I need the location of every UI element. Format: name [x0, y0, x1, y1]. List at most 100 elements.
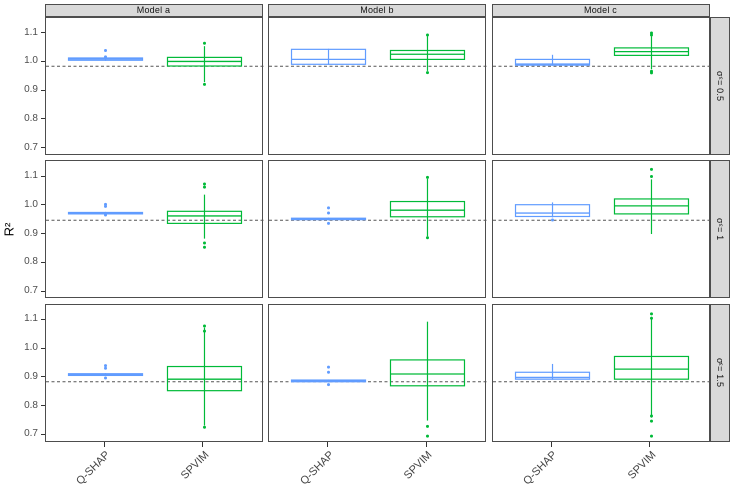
y-tick-label: 0.7 [24, 428, 38, 440]
y-tick-label: 0.9 [24, 227, 38, 239]
facet-col-strip: Model b [268, 3, 486, 17]
boxplot-q-shap [290, 206, 367, 226]
y-tick-label: 0.9 [24, 370, 38, 382]
y-tick-mark [40, 405, 45, 407]
y-tick-mark [40, 175, 45, 177]
boxplot-spvim [166, 324, 242, 429]
y-tick-mark [40, 233, 45, 235]
x-tick-label: SPVIM [178, 448, 212, 482]
boxplot-spvim [613, 31, 689, 75]
box-iqr [290, 48, 367, 65]
facet-panel-model-b-row1 [268, 160, 487, 299]
outlier-point [425, 236, 429, 240]
boxplot-spvim [166, 182, 242, 250]
panel-canvas [492, 168, 711, 235]
boxplot-spvim [166, 41, 242, 86]
outlier-point [649, 316, 653, 320]
outlier-point [327, 365, 331, 369]
outlier-point [103, 205, 107, 209]
y-tick-label: 0.7 [24, 141, 38, 153]
y-tick-label: 1.0 [24, 342, 38, 354]
box-iqr [389, 358, 466, 386]
y-tick-mark [40, 347, 45, 349]
outlier-point [425, 176, 429, 180]
boxplot-q-shap [514, 202, 590, 222]
panel-canvas [492, 31, 711, 75]
y-tick-mark [40, 60, 45, 62]
box-iqr [166, 211, 242, 225]
sigma-symbol: σ [714, 357, 725, 364]
sigma-value: = 0.5 [714, 79, 725, 101]
outlier-point [103, 48, 107, 52]
facet-panel-model-a-row0 [44, 17, 264, 155]
y-tick-mark [40, 32, 45, 34]
y-tick-label: 1.1 [24, 313, 38, 325]
outlier-point [649, 419, 653, 423]
x-tick-label: Q-SHAP [297, 448, 336, 487]
panel-canvas [269, 33, 487, 75]
y-tick-label: 1.0 [24, 55, 38, 67]
y-tick-mark [40, 290, 45, 292]
outlier-point [327, 382, 331, 386]
outlier-point [202, 246, 206, 250]
panel-canvas [269, 321, 487, 438]
boxplot-spvim [389, 176, 466, 240]
sigma-subscript: ε [716, 76, 723, 80]
outlier-point [649, 33, 653, 37]
boxplot-spvim [613, 168, 689, 235]
box-iqr [389, 201, 466, 218]
y-tick-mark [40, 147, 45, 149]
boxplot-q-shap [67, 363, 143, 380]
y-tick-label: 1.1 [24, 170, 38, 182]
box-iqr [514, 371, 590, 380]
facet-panel-model-c-row1 [491, 160, 711, 299]
outlier-point [327, 222, 331, 226]
box-iqr [514, 204, 590, 218]
facet-panel-model-b-row0 [268, 17, 487, 155]
outlier-point [649, 71, 653, 75]
outlier-point [202, 185, 206, 189]
y-tick-mark [40, 89, 45, 91]
outlier-point [202, 41, 206, 45]
outlier-point [649, 312, 653, 316]
panel-canvas [492, 312, 711, 438]
y-tick-label: 0.8 [24, 256, 38, 268]
x-tick-mark [202, 441, 204, 447]
outlier-point [327, 206, 331, 210]
box-iqr [613, 355, 689, 380]
y-tick-mark [40, 433, 45, 435]
sigma-value: = 1 [714, 226, 725, 241]
outlier-point [103, 213, 107, 217]
outlier-point [202, 82, 206, 86]
outlier-point [327, 370, 331, 374]
sigma-symbol: σ [714, 218, 725, 225]
panel-canvas [45, 324, 264, 429]
outlier-point [649, 175, 653, 179]
facet-col-strip: Model c [491, 3, 710, 17]
boxplot-spvim [613, 312, 689, 438]
y-tick-label: 0.7 [24, 285, 38, 297]
outlier-point [103, 55, 107, 59]
facet-panel-model-c-row2 [491, 303, 711, 442]
facet-col-strip: Model a [44, 3, 263, 17]
sigma-symbol: σ [714, 71, 725, 77]
outlier-point [103, 366, 107, 370]
y-tick-mark [40, 376, 45, 378]
x-tick-mark [103, 441, 105, 447]
y-tick-label: 0.8 [24, 399, 38, 411]
panel-canvas [45, 182, 264, 250]
outlier-point [327, 211, 331, 215]
outlier-point [425, 434, 429, 438]
sigma-subscript: ε [716, 224, 723, 227]
outlier-point [649, 434, 653, 438]
panel-canvas [269, 176, 487, 240]
sigma-subscript: ε [716, 363, 723, 367]
facet-panel-model-a-row2 [44, 303, 264, 442]
outlier-point [425, 71, 429, 75]
y-tick-label: 0.8 [24, 112, 38, 124]
outlier-point [550, 218, 554, 222]
